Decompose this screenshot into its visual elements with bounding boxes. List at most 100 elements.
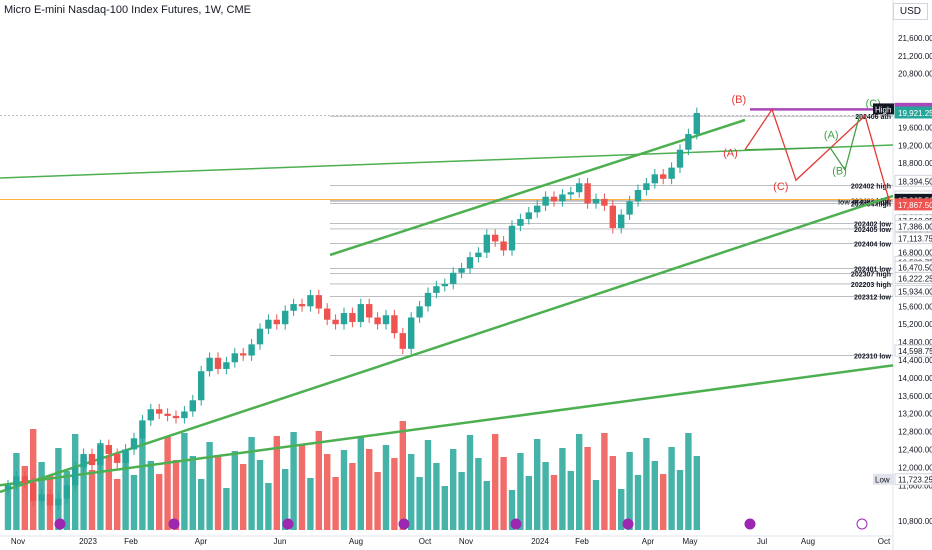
countdown-text: 44:0h — [898, 120, 915, 127]
volume-bar — [450, 449, 457, 530]
volume-bar — [80, 457, 87, 530]
y-tick-label: 14,400.00 — [898, 356, 932, 365]
candle-body — [424, 292, 432, 307]
candle-body — [567, 192, 574, 195]
level-label: 202406 ath — [855, 114, 891, 121]
volume-bar — [660, 474, 667, 530]
candle-body — [248, 344, 255, 356]
volume-bar — [324, 454, 331, 530]
candle-body — [458, 268, 465, 273]
volume-bar — [139, 438, 146, 530]
volume-bar — [282, 469, 289, 530]
level-label: 202402 low — [854, 222, 892, 229]
volume-bar — [147, 461, 154, 530]
volume-bar — [172, 460, 180, 530]
volume-bar — [88, 470, 96, 530]
candle-body — [643, 183, 650, 190]
volume-bar — [651, 461, 658, 530]
x-tick-label: Jun — [274, 537, 287, 546]
volume-bar — [248, 437, 255, 530]
candle-body — [240, 353, 247, 356]
event-marker-icon — [744, 518, 756, 530]
candle-body — [601, 198, 608, 206]
candle-body — [500, 241, 507, 251]
volume-bar — [475, 458, 482, 530]
volume-bar — [273, 436, 280, 530]
volume-bar — [105, 456, 112, 530]
volume-bar — [4, 490, 12, 530]
volume-bar — [685, 433, 692, 530]
price-tag-text: 19,921.25 — [898, 109, 932, 118]
event-marker-icon — [856, 518, 868, 530]
volume-bar — [290, 432, 297, 530]
volume-bar — [21, 466, 28, 530]
candle-body — [584, 183, 591, 204]
volume-bar — [240, 464, 247, 530]
volume-bar — [256, 460, 264, 530]
volume-bar — [500, 457, 507, 530]
candle-body — [88, 453, 96, 466]
candle-body — [618, 214, 625, 229]
volume-bar — [97, 443, 104, 530]
level-label: 202401 low — [854, 266, 892, 273]
event-marker-icon — [622, 518, 634, 530]
volume-bar — [55, 448, 62, 530]
y-tick-label: 10,800.00 — [898, 517, 932, 526]
y-tick-label: 15,200.00 — [898, 320, 932, 329]
candle-body — [492, 234, 499, 242]
candle-body — [634, 190, 642, 202]
candle-body — [534, 205, 541, 213]
price-tag — [894, 344, 932, 357]
wave-label: (A) — [723, 147, 738, 159]
level-label: 202404 low — [854, 242, 892, 249]
candle-body — [214, 357, 222, 369]
candle-body — [332, 319, 339, 325]
candle-body — [198, 371, 205, 401]
price-tag-text: 17,867.50 — [898, 201, 932, 210]
wave-path — [744, 113, 861, 172]
x-tick-label: Aug — [801, 537, 815, 546]
x-tick-label: Feb — [575, 537, 589, 546]
candle-body — [349, 313, 356, 322]
price-tag — [894, 271, 932, 284]
y-tick-label: 18,800.00 — [898, 159, 932, 168]
candle-body — [38, 494, 45, 501]
volume-bar — [559, 448, 566, 530]
candle-body — [273, 319, 280, 325]
volume-bar — [391, 458, 398, 530]
volume-bar — [198, 479, 205, 530]
x-tick-label: Oct — [419, 537, 432, 546]
volume-bar — [349, 463, 356, 530]
x-tick-label: May — [682, 537, 697, 546]
volume-bar — [332, 477, 339, 530]
chart-title: Micro E-mini Nasdaq-100 Index Futures, 1… — [4, 4, 251, 16]
level-label: 202203 high — [851, 282, 891, 289]
volume-bar — [668, 447, 675, 530]
x-tick-label: Nov — [459, 537, 473, 546]
volume-bar — [592, 480, 600, 530]
currency-button[interactable]: USD — [892, 3, 928, 20]
volume-bar — [122, 452, 129, 530]
volume-bar — [382, 445, 390, 530]
volume-bar — [315, 431, 322, 530]
volume-bar — [618, 489, 625, 530]
level-label: 202405 low — [854, 227, 892, 234]
candle-body — [231, 353, 238, 363]
volume-bar — [366, 449, 373, 530]
candle-body — [651, 174, 658, 184]
event-marker-icon — [510, 518, 522, 530]
y-tick-label: 13,600.00 — [898, 392, 932, 401]
y-tick-label: 12,800.00 — [898, 428, 932, 437]
volume-bar — [676, 470, 684, 530]
candle-body — [181, 411, 188, 419]
event-marker-icon — [398, 518, 410, 530]
candle-body — [668, 167, 675, 179]
candle-body — [483, 234, 490, 253]
volume-bar — [374, 472, 381, 530]
volume-bar — [424, 440, 432, 530]
volume-bar — [307, 478, 314, 530]
price-tag-name: Low — [875, 476, 890, 485]
x-tick-label: 2024 — [531, 537, 549, 546]
y-tick-label: 14,000.00 — [898, 374, 932, 383]
